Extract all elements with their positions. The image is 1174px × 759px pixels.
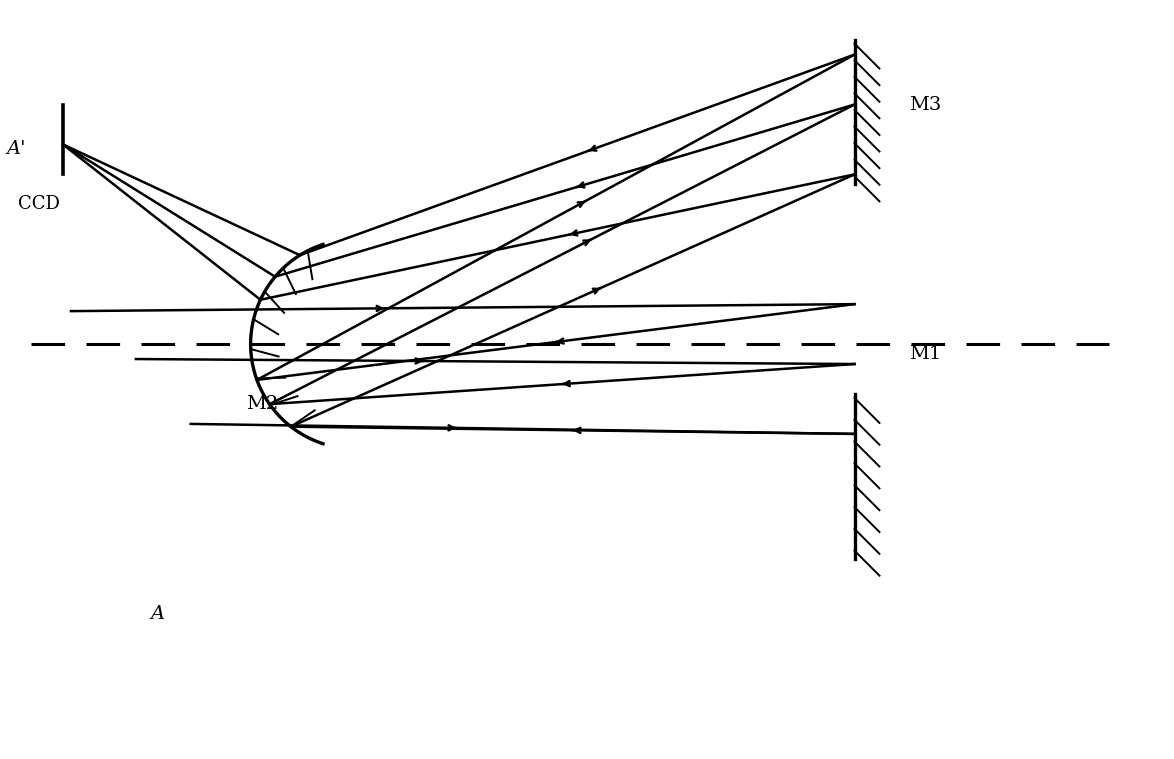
- Text: A': A': [7, 140, 26, 159]
- Text: M3: M3: [910, 96, 942, 114]
- Text: CCD: CCD: [18, 195, 60, 213]
- Text: M2: M2: [245, 395, 278, 413]
- Text: M1: M1: [910, 345, 942, 363]
- Text: A: A: [150, 605, 164, 622]
